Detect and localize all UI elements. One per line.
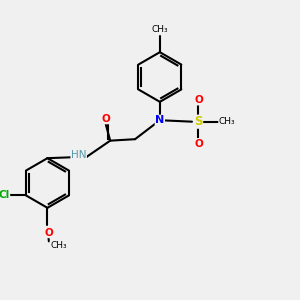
Text: HN: HN — [71, 150, 86, 160]
Text: O: O — [44, 228, 53, 238]
Text: Cl: Cl — [0, 190, 10, 200]
Text: CH₃: CH₃ — [50, 241, 67, 250]
Text: S: S — [194, 115, 202, 128]
Text: O: O — [194, 139, 203, 148]
Text: N: N — [155, 115, 164, 125]
Text: O: O — [194, 95, 203, 105]
Text: CH₃: CH₃ — [219, 117, 235, 126]
Text: CH₃: CH₃ — [152, 25, 168, 34]
Text: O: O — [101, 114, 110, 124]
